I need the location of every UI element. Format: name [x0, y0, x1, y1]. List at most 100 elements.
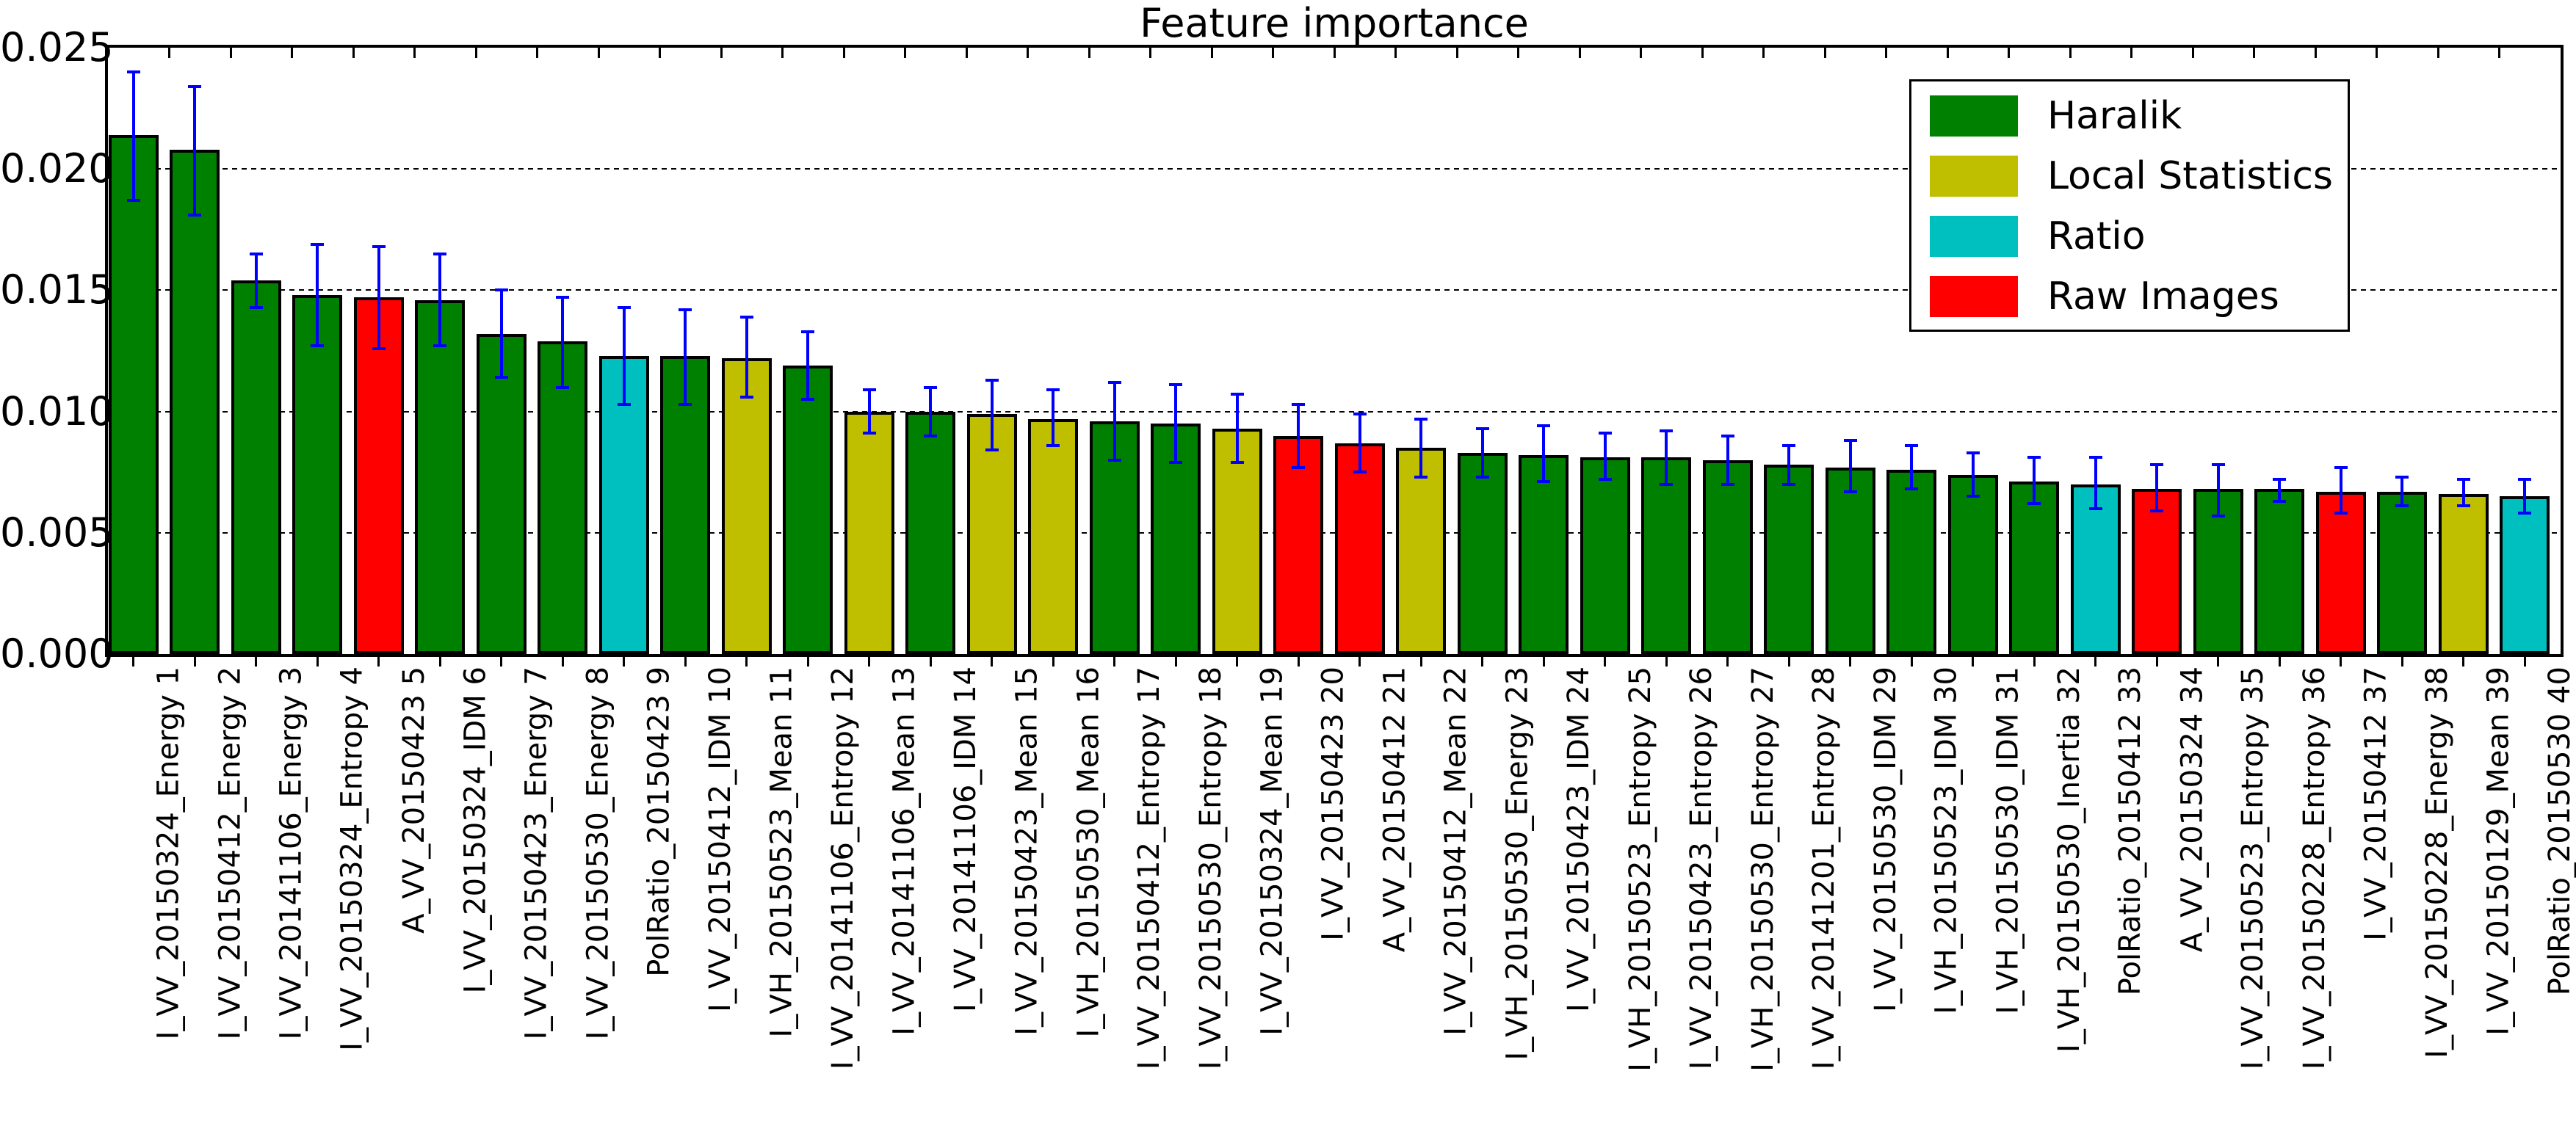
error-bar-cap — [494, 376, 508, 379]
x-tick-label: PolRatio_20150530 40 — [2543, 666, 2576, 996]
bar — [1641, 457, 1691, 654]
error-bar-cap — [556, 385, 569, 389]
axis-tick — [1885, 48, 1887, 58]
error-bar-cap — [2334, 465, 2348, 469]
axis-tick — [1517, 48, 1519, 58]
error-bar-cap — [2088, 506, 2102, 510]
error-bar — [929, 387, 932, 436]
bar — [415, 299, 465, 654]
error-bar — [316, 244, 319, 346]
axis-tick — [1088, 48, 1090, 58]
bar — [2500, 496, 2550, 654]
error-bar-cap — [1169, 383, 1182, 387]
error-bar — [2216, 465, 2220, 516]
axis-tick — [168, 48, 170, 58]
error-bar-cap — [1414, 417, 1428, 421]
error-bar-cap — [2027, 502, 2041, 506]
axis-tick — [132, 657, 134, 666]
error-bar — [2155, 465, 2158, 512]
axis-tick — [1236, 657, 1238, 666]
axis-tick — [1849, 657, 1851, 666]
error-bar-cap — [1598, 478, 1612, 482]
axis-tick — [2069, 48, 2072, 58]
error-bar-cap — [1107, 458, 1121, 462]
x-tick-label: I_VV_20150412_Mean 22 — [1439, 666, 1473, 1036]
error-bar-cap — [372, 346, 386, 350]
error-bar-cap — [739, 315, 753, 319]
error-bar — [2033, 457, 2036, 504]
error-bar-cap — [1414, 475, 1428, 479]
error-bar — [2523, 479, 2526, 514]
gridline — [108, 410, 2561, 413]
error-bar-cap — [1660, 482, 1673, 486]
legend-label-haralik: Haralik — [2047, 94, 2182, 138]
axis-tick — [659, 48, 661, 58]
error-bar-cap — [801, 330, 814, 333]
error-bar — [1910, 445, 1913, 490]
bar — [1886, 469, 1936, 654]
x-tick-label: I_VV_20150228_Energy 38 — [2420, 666, 2454, 1058]
error-bar — [499, 290, 503, 378]
axis-tick — [2155, 657, 2158, 666]
axis-tick — [352, 48, 355, 58]
axis-tick — [965, 48, 968, 58]
bar — [1151, 424, 1201, 654]
error-bar-cap — [2027, 456, 2041, 460]
error-bar-cap — [1721, 482, 1734, 486]
gridline — [108, 531, 2561, 534]
x-tick-label: I_VV_20150412_IDM 10 — [703, 666, 737, 1012]
x-tick-label: I_VV_20150324_Entropy 4 — [336, 666, 369, 1051]
error-bar — [193, 86, 196, 215]
axis-tick — [1027, 48, 1029, 58]
error-bar-cap — [2395, 475, 2409, 479]
error-bar-cap — [862, 432, 876, 435]
axis-tick — [1701, 48, 1704, 58]
y-tick-label: 0.025 — [0, 24, 114, 70]
axis-tick — [745, 657, 748, 666]
axis-tick — [2217, 657, 2219, 666]
error-bar — [990, 379, 994, 451]
error-bar-cap — [1475, 426, 1489, 430]
error-bar — [1419, 418, 1422, 477]
legend-row-haralik: Haralik — [1911, 86, 2348, 146]
x-tick-label: I_VV_20150228_Entropy 36 — [2298, 666, 2331, 1070]
error-bar-cap — [2273, 478, 2286, 482]
error-bar-cap — [1230, 393, 1244, 396]
error-bar — [1603, 433, 1607, 480]
error-bar — [1235, 394, 1239, 462]
error-bar-cap — [1353, 471, 1367, 474]
bar — [2070, 484, 2121, 654]
axis-tick — [500, 657, 502, 666]
bar — [2132, 489, 2182, 654]
x-tick-label: I_VH_20150530_Inertia 32 — [2052, 666, 2086, 1053]
error-bar-cap — [801, 398, 814, 402]
error-bar-cap — [1353, 412, 1367, 415]
axis-tick — [1394, 48, 1397, 58]
axis-tick — [904, 48, 906, 58]
error-bar — [1542, 426, 1545, 482]
bar — [1396, 448, 1446, 654]
error-bar — [867, 389, 871, 434]
error-bar-cap — [1966, 495, 1980, 498]
x-tick-label: I_VV_20141106_Mean 13 — [887, 666, 922, 1036]
axis-tick — [597, 48, 600, 58]
axis-tick — [1333, 48, 1336, 58]
axis-tick — [2008, 48, 2010, 58]
error-bar-cap — [924, 385, 937, 389]
axis-tick — [806, 657, 809, 666]
axis-tick — [2033, 657, 2036, 666]
axis-tick — [1052, 657, 1054, 666]
legend: Haralik Local Statistics Ratio Raw Image… — [1909, 79, 2350, 332]
legend-label-raw-images: Raw Images — [2047, 275, 2279, 319]
error-bar-cap — [311, 344, 324, 348]
axis-tick — [1640, 48, 1642, 58]
axis-tick — [1762, 48, 1765, 58]
chart-title: Feature importance — [1140, 0, 1529, 46]
x-tick-label: I_VV_20150412 37 — [2359, 666, 2393, 941]
x-tick-label: A_VV_20150324 34 — [2175, 666, 2209, 953]
axis-tick — [2191, 48, 2194, 58]
bar — [353, 297, 404, 654]
error-bar-cap — [2150, 463, 2163, 467]
bar — [1825, 467, 1875, 654]
